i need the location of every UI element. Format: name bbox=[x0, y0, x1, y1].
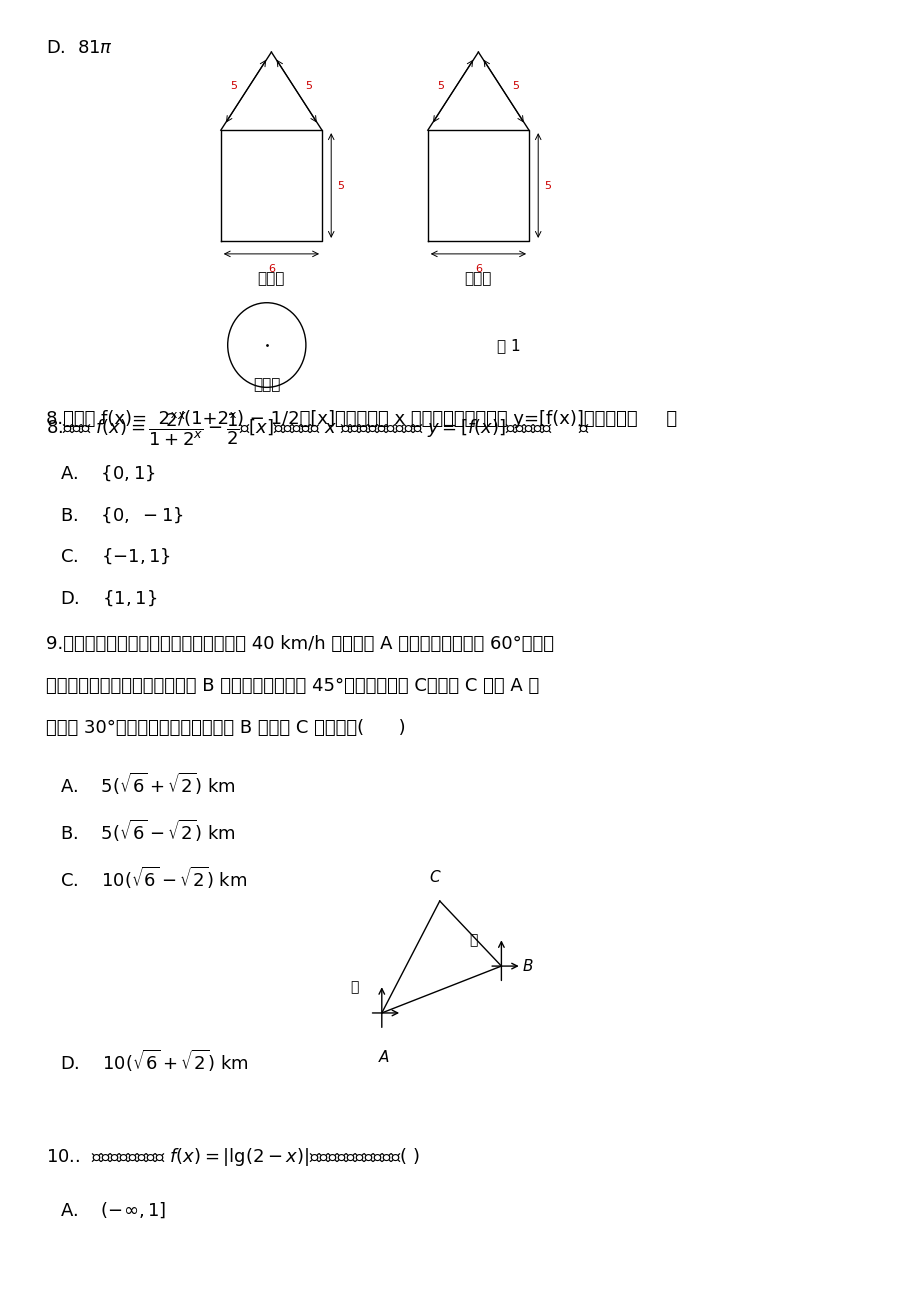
Text: 5: 5 bbox=[544, 181, 551, 190]
Text: D.    $10(\sqrt{6}+\sqrt{2})$ km: D. $10(\sqrt{6}+\sqrt{2})$ km bbox=[60, 1048, 248, 1074]
Text: B.    $5(\sqrt{6}-\sqrt{2})$ km: B. $5(\sqrt{6}-\sqrt{2})$ km bbox=[60, 818, 235, 844]
Text: 6: 6 bbox=[267, 264, 275, 275]
Text: 5: 5 bbox=[512, 81, 518, 91]
Text: 8.设函数 f(x)=  2ˣ/(1+2ˣ) − 1/2，[x]表示不超过 x 的最大整数，则函数 y=[f(x)]的值域是（     ）: 8.设函数 f(x)= 2ˣ/(1+2ˣ) − 1/2，[x]表示不超过 x 的… bbox=[46, 410, 676, 428]
Text: A.    $5(\sqrt{6}+\sqrt{2})$ km: A. $5(\sqrt{6}+\sqrt{2})$ km bbox=[60, 771, 235, 797]
Text: $B$: $B$ bbox=[521, 958, 533, 974]
Text: $C$: $C$ bbox=[428, 870, 441, 885]
Text: D.    $\{1,1\}$: D. $\{1,1\}$ bbox=[60, 589, 157, 608]
Text: 8.设函数 $f(x)=\dfrac{2^x}{1+2^x}-\dfrac{1}{2}$，$[x]$表示不超过 $x$ 的最大整数，则函数 $y=[f(x)]$: 8.设函数 $f(x)=\dfrac{2^x}{1+2^x}-\dfrac{1}… bbox=[46, 410, 590, 448]
Text: A.    $\{0,1\}$: A. $\{0,1\}$ bbox=[60, 464, 155, 483]
Text: 北偏东 30°方向上，则缉私艇所在的 B 处与船 C 的距离是(      ): 北偏东 30°方向上，则缉私艇所在的 B 处与船 C 的距离是( ) bbox=[46, 719, 405, 737]
Text: 5: 5 bbox=[231, 81, 237, 91]
Text: $A$: $A$ bbox=[378, 1049, 391, 1065]
Text: 北: 北 bbox=[469, 934, 478, 947]
Text: 5: 5 bbox=[437, 81, 444, 91]
Text: 侧视图: 侧视图 bbox=[464, 271, 492, 286]
Text: 正视图: 正视图 bbox=[257, 271, 285, 286]
Text: 北: 北 bbox=[349, 980, 358, 993]
Text: C.    $10(\sqrt{6}-\sqrt{2})$ km: C. $10(\sqrt{6}-\sqrt{2})$ km bbox=[60, 865, 246, 891]
Text: 图 1: 图 1 bbox=[496, 339, 520, 354]
Text: 行海面巡逻，当航行半小时到达 B 处时，发现北偏西 45°方向有一艘船 C，若船 C 位于 A 的: 行海面巡逻，当航行半小时到达 B 处时，发现北偏西 45°方向有一艘船 C，若船… bbox=[46, 677, 539, 695]
Text: 5: 5 bbox=[337, 181, 345, 190]
Text: 6: 6 bbox=[474, 264, 482, 275]
Text: 9.如图，某海上缉私小分队驾驶缉私艇以 40 km/h 的速度由 A 处出发，沿北偏东 60°方向进: 9.如图，某海上缉私小分队驾驶缉私艇以 40 km/h 的速度由 A 处出发，沿… bbox=[46, 635, 553, 654]
Text: D.  $81\pi$: D. $81\pi$ bbox=[46, 39, 113, 57]
Text: A.    $(-\infty,1]$: A. $(-\infty,1]$ bbox=[60, 1200, 165, 1220]
Text: 俯视图: 俯视图 bbox=[253, 378, 280, 393]
Text: 5: 5 bbox=[305, 81, 312, 91]
Text: C.    $\{-1,1\}$: C. $\{-1,1\}$ bbox=[60, 547, 171, 566]
Text: 10..  下列区间中，函数 $f(x)=|\lg(2-x)|$，在其上为增函数的是( ): 10.. 下列区间中，函数 $f(x)=|\lg(2-x)|$，在其上为增函数的… bbox=[46, 1146, 419, 1168]
Text: B.    $\{0,\ -1\}$: B. $\{0,\ -1\}$ bbox=[60, 505, 183, 525]
